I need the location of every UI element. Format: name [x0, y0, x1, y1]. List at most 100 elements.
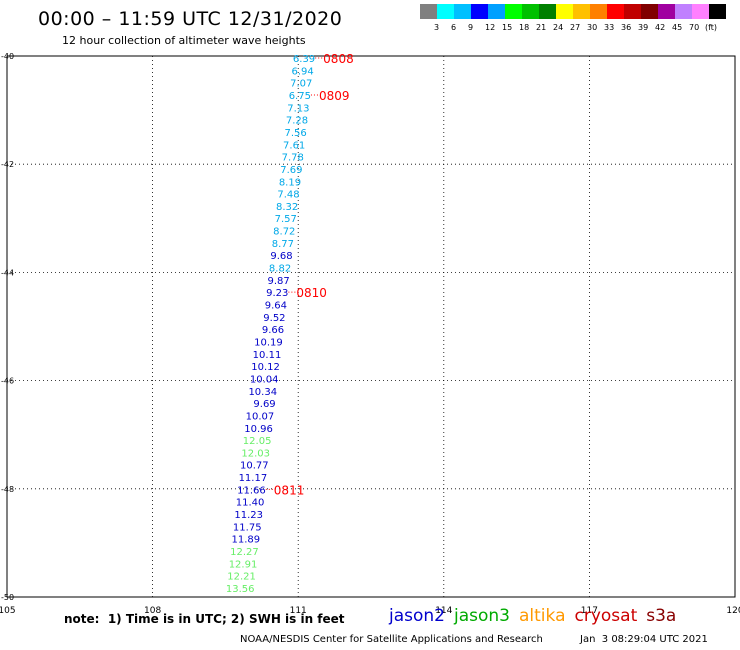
- legend-label: 3: [434, 23, 440, 32]
- legend-swatch: [522, 4, 539, 19]
- legend-swatch: [454, 4, 471, 19]
- longitude-tick-label: 108: [144, 606, 161, 616]
- longitude-tick-label: 111: [290, 606, 307, 616]
- legend-swatch: [641, 4, 658, 19]
- legend-label: 36: [621, 23, 632, 32]
- legend-label: 21: [536, 23, 547, 32]
- legend-swatch: [420, 4, 437, 19]
- legend-label: 42: [655, 23, 666, 32]
- satellite-s3a-label: s3a: [646, 606, 677, 626]
- wave-height-value: 10.96: [244, 424, 273, 435]
- wave-height-value: 10.77: [240, 461, 269, 472]
- wave-height-value: 11.17: [239, 473, 268, 484]
- legend-label: 45: [672, 23, 683, 32]
- legend-swatch: [437, 4, 454, 19]
- legend-swatch: [607, 4, 624, 19]
- legend-swatch: [556, 4, 573, 19]
- wave-height-value: 11.75: [233, 522, 262, 533]
- longitude-tick-label: 117: [581, 606, 598, 616]
- legend-label: 18: [519, 23, 530, 32]
- satellite-key: jason2 jason3 altika cryosat s3a: [389, 606, 685, 626]
- legend-swatch: [624, 4, 641, 19]
- wave-height-value: 7.61: [283, 140, 305, 151]
- wave-height-value: 10.12: [251, 362, 280, 373]
- legend-swatch: [658, 4, 675, 19]
- latitude-tick-label: -40: [1, 52, 14, 61]
- wave-height-value: 12.03: [241, 448, 270, 459]
- wave-height-value: 12.27: [230, 547, 259, 558]
- wave-height-value: 7.28: [286, 116, 308, 127]
- map-title: 00:00 – 11:59 UTC 12/31/2020: [38, 8, 343, 30]
- credit-line: NOAA/NESDIS Center for Satellite Applica…: [240, 634, 543, 645]
- footnote: note: 1) Time is in UTC; 2) SWH is in fe…: [64, 612, 345, 626]
- legend-swatch: [573, 4, 590, 19]
- longitude-tick-label: 105: [0, 606, 16, 616]
- pass-time-label: 0809: [319, 89, 350, 103]
- wave-height-value: 10.34: [248, 387, 277, 398]
- wave-height-value: 7.07: [290, 79, 312, 90]
- wave-height-value: 6.75: [289, 91, 311, 102]
- wave-height-value: 7.13: [287, 103, 309, 114]
- satellite-altika-label: altika: [519, 606, 566, 626]
- wave-height-value: 11.89: [232, 535, 261, 546]
- legend-swatch: [539, 4, 556, 19]
- wave-height-value: 8.19: [279, 177, 301, 188]
- wave-height-value: 7.78: [282, 153, 304, 164]
- legend-label: 6: [451, 23, 457, 32]
- legend-swatch: [471, 4, 488, 19]
- legend-label: 27: [570, 23, 581, 32]
- wave-height-value: 9.68: [270, 251, 292, 262]
- map-frame: [6, 55, 736, 598]
- legend-label: 12: [485, 23, 496, 32]
- wave-height-value: 11.66: [237, 485, 266, 496]
- legend-unit-label: (ft): [705, 23, 718, 32]
- wave-height-value: 9.69: [253, 399, 275, 410]
- pass-time-label: 0808: [323, 52, 354, 66]
- satellite-jason3-label: jason3: [454, 606, 510, 626]
- wave-height-value: 7.56: [284, 128, 306, 139]
- wave-height-value: 10.04: [250, 374, 279, 385]
- wave-height-value: 9.23: [266, 288, 288, 299]
- latitude-tick-label: -48: [1, 485, 14, 494]
- legend-label: 70: [689, 23, 700, 32]
- wave-height-value: 9.64: [265, 301, 287, 312]
- wave-height-value: 6.39: [293, 54, 315, 65]
- satellite-cryosat-label: cryosat: [574, 606, 638, 626]
- satellite-jason2-label: jason2: [389, 606, 445, 626]
- legend-swatch: [505, 4, 522, 19]
- wave-height-value: 13.56: [226, 584, 255, 595]
- legend-swatch: [709, 4, 726, 19]
- wave-height-value: 12.21: [227, 572, 256, 583]
- wave-height-value: 9.52: [263, 313, 285, 324]
- latitude-tick-label: -42: [1, 160, 14, 169]
- wave-height-value: 7.69: [280, 165, 302, 176]
- latitude-tick-label: -44: [1, 268, 14, 277]
- legend-label: 24: [553, 23, 564, 32]
- wave-height-value: 8.82: [269, 264, 291, 275]
- wave-height-value: 10.11: [253, 350, 282, 361]
- wave-height-value: 10.07: [246, 411, 275, 422]
- wave-height-value: 11.23: [234, 510, 263, 521]
- wave-height-value: 10.19: [254, 337, 283, 348]
- wave-height-value: 8.72: [273, 227, 295, 238]
- legend-label: 9: [468, 23, 474, 32]
- latitude-tick-label: -50: [1, 593, 14, 602]
- pass-time-label: 0810: [296, 286, 327, 300]
- generation-timestamp: Jan 3 08:29:04 UTC 2021: [580, 634, 708, 645]
- wave-height-value: 7.48: [277, 190, 299, 201]
- legend-swatch: [488, 4, 505, 19]
- wave-height-value: 6.94: [292, 66, 314, 77]
- map-subtitle: 12 hour collection of altimeter wave hei…: [62, 34, 306, 47]
- wave-height-value: 8.77: [272, 239, 294, 250]
- wave-height-value: 7.57: [275, 214, 297, 225]
- longitude-tick-label: 114: [435, 606, 452, 616]
- legend-label: 15: [502, 23, 513, 32]
- legend-label: 30: [587, 23, 598, 32]
- longitude-tick-label: 120: [726, 606, 740, 616]
- wave-height-value: 8.32: [276, 202, 298, 213]
- legend-label: 39: [638, 23, 649, 32]
- wave-height-value: 12.05: [243, 436, 272, 447]
- legend-label: 33: [604, 23, 615, 32]
- latitude-tick-label: -46: [1, 377, 14, 386]
